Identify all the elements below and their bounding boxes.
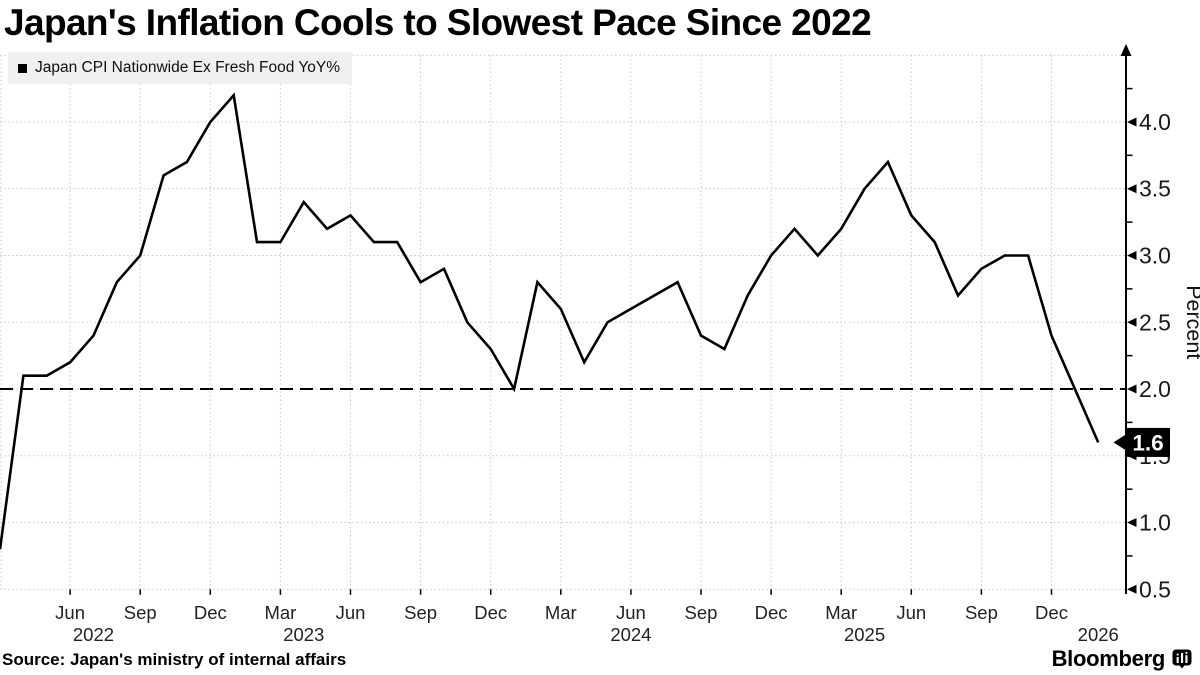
legend-swatch-icon bbox=[18, 63, 27, 73]
y-major-tick bbox=[1127, 317, 1137, 327]
x-tick-label: Mar bbox=[825, 602, 857, 623]
y-major-tick bbox=[1127, 584, 1137, 594]
x-year-label: 2022 bbox=[73, 624, 114, 645]
y-tick-label: 3.0 bbox=[1139, 242, 1171, 268]
x-year-label: 2025 bbox=[844, 624, 885, 645]
x-tick-label: Mar bbox=[264, 602, 296, 623]
y-major-tick bbox=[1127, 250, 1137, 260]
x-year-label: 2024 bbox=[610, 624, 651, 645]
x-tick-label: Dec bbox=[474, 602, 507, 623]
source-note: Source: Japan's ministry of internal aff… bbox=[2, 650, 347, 669]
y-major-tick bbox=[1127, 384, 1137, 394]
y-major-tick bbox=[1127, 184, 1137, 194]
x-tick-label: Sep bbox=[124, 602, 157, 623]
x-tick-label: Jun bbox=[616, 602, 646, 623]
x-tick-label: Dec bbox=[194, 602, 227, 623]
legend-label: Japan CPI Nationwide Ex Fresh Food YoY% bbox=[35, 59, 341, 76]
page-title: Japan's Inflation Cools to Slowest Pace … bbox=[4, 2, 872, 43]
y-major-tick bbox=[1127, 518, 1137, 528]
x-tick-label: Mar bbox=[545, 602, 577, 623]
x-year-label: 2026 bbox=[1078, 624, 1119, 645]
x-tick-label: Dec bbox=[1035, 602, 1068, 623]
y-axis-arrow-icon bbox=[1120, 44, 1132, 56]
last-value-badge-label: 1.6 bbox=[1132, 430, 1163, 455]
x-year-label: 2023 bbox=[283, 624, 324, 645]
x-tick-label: Dec bbox=[755, 602, 788, 623]
x-tick-label: Sep bbox=[685, 602, 718, 623]
y-major-tick bbox=[1127, 117, 1137, 127]
y-tick-label: 3.5 bbox=[1139, 176, 1171, 202]
y-tick-label: 4.0 bbox=[1139, 109, 1171, 135]
x-tick-label: Jun bbox=[336, 602, 366, 623]
y-axis-title: Percent bbox=[1182, 285, 1200, 359]
last-value-badge-pointer-icon bbox=[1113, 434, 1126, 451]
y-tick-label: 2.5 bbox=[1139, 309, 1171, 335]
bloomberg-wordmark: Bloomberg bbox=[1051, 646, 1166, 671]
bloomberg-logo: Bloomberg bbox=[1052, 646, 1192, 672]
bloomberg-mark-icon bbox=[1172, 649, 1192, 669]
x-tick-label: Sep bbox=[404, 602, 437, 623]
y-tick-label: 2.0 bbox=[1139, 376, 1171, 402]
last-value-badge bbox=[1126, 427, 1170, 457]
x-tick-label: Sep bbox=[965, 602, 998, 623]
cpi-series-line bbox=[0, 92, 1100, 550]
y-tick-label: 1.0 bbox=[1139, 510, 1171, 536]
y-tick-label: 0.5 bbox=[1139, 576, 1171, 602]
x-tick-label: Jun bbox=[55, 602, 85, 623]
legend: Japan CPI Nationwide Ex Fresh Food YoY% bbox=[8, 52, 353, 84]
x-tick-label: Jun bbox=[896, 602, 926, 623]
